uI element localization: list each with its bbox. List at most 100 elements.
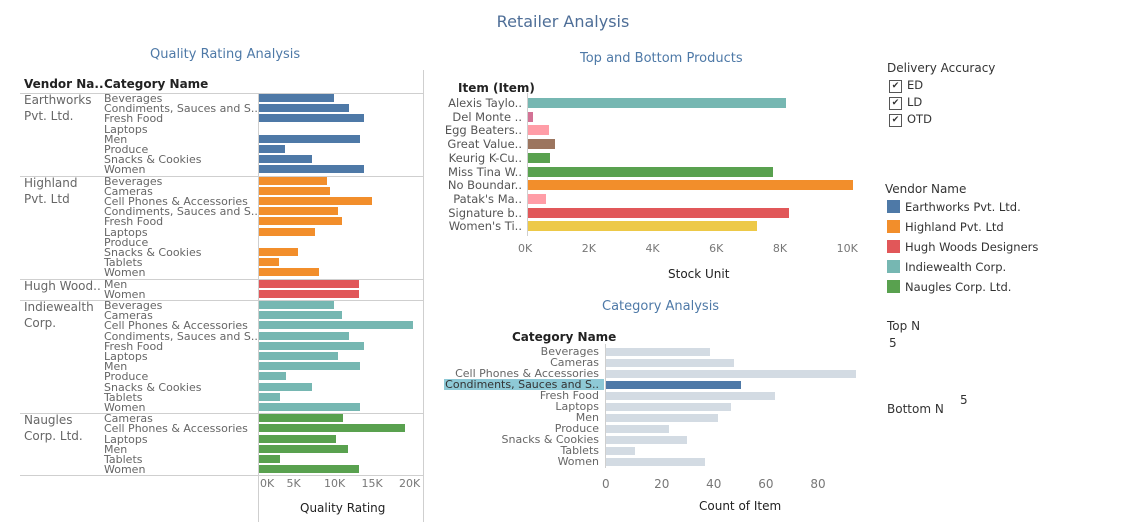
legend-swatch[interactable]: [887, 240, 900, 253]
quality-bar[interactable]: [259, 392, 280, 401]
category-row-label[interactable]: Tablets: [104, 390, 143, 404]
delivery-checkbox[interactable]: ✔: [889, 114, 902, 127]
quality-bar[interactable]: [259, 227, 316, 236]
category-count-bar[interactable]: [606, 359, 734, 367]
quality-bar[interactable]: [259, 197, 372, 205]
category-count-bar[interactable]: [606, 403, 731, 411]
category-analysis-row-label[interactable]: Snacks & Cookies: [501, 433, 599, 446]
category-row-label[interactable]: Snacks & Cookies: [104, 246, 202, 259]
category-count-bar[interactable]: [606, 447, 635, 455]
quality-bar[interactable]: [259, 94, 334, 102]
stock-bar[interactable]: [528, 180, 853, 191]
item-column-header[interactable]: Item (Item): [458, 81, 535, 95]
category-row-label[interactable]: Fresh Food: [104, 215, 164, 229]
stock-bar[interactable]: [528, 111, 533, 122]
category-row-label[interactable]: Beverages: [104, 92, 163, 105]
quality-bar[interactable]: [259, 372, 286, 381]
quality-bar[interactable]: [259, 279, 359, 288]
quality-bar[interactable]: [259, 289, 359, 298]
category-analysis-row-label[interactable]: Produce: [554, 422, 599, 435]
quality-bar[interactable]: [259, 248, 298, 256]
quality-bar[interactable]: [259, 403, 361, 411]
category-row-label[interactable]: Women: [104, 287, 146, 301]
legend-swatch[interactable]: [887, 220, 900, 233]
quality-bar[interactable]: [259, 165, 364, 174]
category-count-bar[interactable]: [606, 458, 705, 466]
category-row-label[interactable]: Men: [104, 277, 128, 291]
category-row-label[interactable]: Men: [104, 132, 128, 146]
top-n-value[interactable]: 5: [889, 336, 897, 350]
quality-bar[interactable]: [259, 268, 319, 277]
quality-bar[interactable]: [259, 414, 343, 423]
delivery-option-label[interactable]: ED: [907, 78, 924, 92]
category-column-header[interactable]: Category Name: [104, 77, 209, 91]
category-row-label[interactable]: Snacks & Cookies: [104, 380, 202, 394]
category-row-label[interactable]: Women: [104, 463, 146, 477]
legend-swatch[interactable]: [887, 200, 900, 213]
quality-bar[interactable]: [259, 352, 338, 360]
category-count-bar[interactable]: [606, 392, 776, 400]
category-analysis-row-label[interactable]: Tablets: [560, 444, 600, 457]
item-row-label[interactable]: Alexis Taylo..: [448, 96, 522, 110]
item-row-label[interactable]: No Boundar..: [447, 178, 522, 193]
quality-bar[interactable]: [259, 341, 364, 350]
bottom-n-value[interactable]: 5: [960, 393, 968, 407]
item-row-label[interactable]: Keurig K-Cu..: [448, 150, 522, 165]
stock-bar[interactable]: [528, 166, 774, 177]
legend-swatch[interactable]: [887, 260, 900, 273]
category-count-bar[interactable]: [606, 414, 718, 422]
quality-bar[interactable]: [259, 444, 348, 453]
category-row-label[interactable]: Women: [104, 266, 146, 280]
delivery-option-label[interactable]: OTD: [907, 112, 932, 126]
item-row-label[interactable]: Del Monte ..: [452, 109, 522, 124]
legend-label[interactable]: Earthworks Pvt. Ltd.: [905, 200, 1021, 214]
category-count-bar[interactable]: [606, 381, 742, 389]
category-row-label[interactable]: Beverages: [104, 174, 163, 188]
delivery-checkbox[interactable]: ✔: [889, 97, 902, 110]
vendor-column-header[interactable]: Vendor Na..: [24, 77, 104, 91]
category-row-label[interactable]: Beverages: [104, 299, 163, 312]
quality-bar[interactable]: [259, 258, 280, 267]
category-count-bar[interactable]: [606, 425, 669, 433]
category-row-label[interactable]: Condiments, Sauces and S..: [104, 205, 258, 219]
stock-bar[interactable]: [528, 98, 787, 108]
category-row-label[interactable]: Tablets: [104, 256, 143, 270]
legend-label[interactable]: Hugh Woods Designers: [905, 240, 1039, 254]
category-row-label[interactable]: Produce: [104, 235, 149, 249]
category-analysis-row-label[interactable]: Cell Phones & Accessories: [455, 367, 599, 380]
category-row-label[interactable]: Produce: [104, 370, 149, 384]
quality-bar[interactable]: [259, 424, 406, 433]
category-row-label[interactable]: Cell Phones & Accessories: [104, 195, 248, 208]
category-count-bar[interactable]: [606, 436, 687, 444]
quality-bar[interactable]: [259, 114, 364, 123]
quality-bar[interactable]: [259, 217, 342, 226]
item-row-label[interactable]: Great Value..: [447, 137, 522, 152]
stock-bar[interactable]: [528, 125, 549, 136]
stock-bar[interactable]: [528, 193, 546, 204]
category-row-label[interactable]: Tablets: [104, 453, 143, 466]
item-row-label[interactable]: Patak's Ma..: [453, 191, 522, 206]
vendor-row-label[interactable]: Highland: [24, 175, 78, 190]
category-row-label[interactable]: Cell Phones & Accessories: [104, 422, 248, 436]
category-row-label[interactable]: Laptops: [104, 225, 148, 239]
quality-bar[interactable]: [259, 362, 361, 371]
category-analysis-row-label[interactable]: Women: [557, 455, 599, 468]
legend-swatch[interactable]: [887, 280, 900, 293]
stock-bar[interactable]: [528, 139, 556, 150]
category-row-label[interactable]: Men: [104, 442, 128, 456]
category-row-label[interactable]: Cameras: [104, 184, 153, 198]
quality-bar[interactable]: [259, 176, 327, 185]
vendor-row-label[interactable]: Hugh Wood..: [24, 278, 101, 293]
category-analysis-row-label[interactable]: Laptops: [555, 400, 599, 413]
category-row-label[interactable]: Fresh Food: [104, 339, 164, 353]
vendor-row-label[interactable]: Corp.: [24, 316, 57, 330]
quality-bar[interactable]: [259, 331, 349, 340]
category-row-label[interactable]: Women: [104, 163, 146, 177]
vendor-row-label[interactable]: Pvt. Ltd.: [24, 109, 74, 123]
category-row-label[interactable]: Cameras: [104, 309, 153, 323]
quality-bar[interactable]: [259, 301, 334, 309]
category-analysis-row-label[interactable]: Beverages: [540, 345, 599, 358]
legend-label[interactable]: Naugles Corp. Ltd.: [905, 280, 1012, 294]
quality-bar[interactable]: [259, 145, 286, 153]
category-count-bar[interactable]: [606, 370, 856, 378]
